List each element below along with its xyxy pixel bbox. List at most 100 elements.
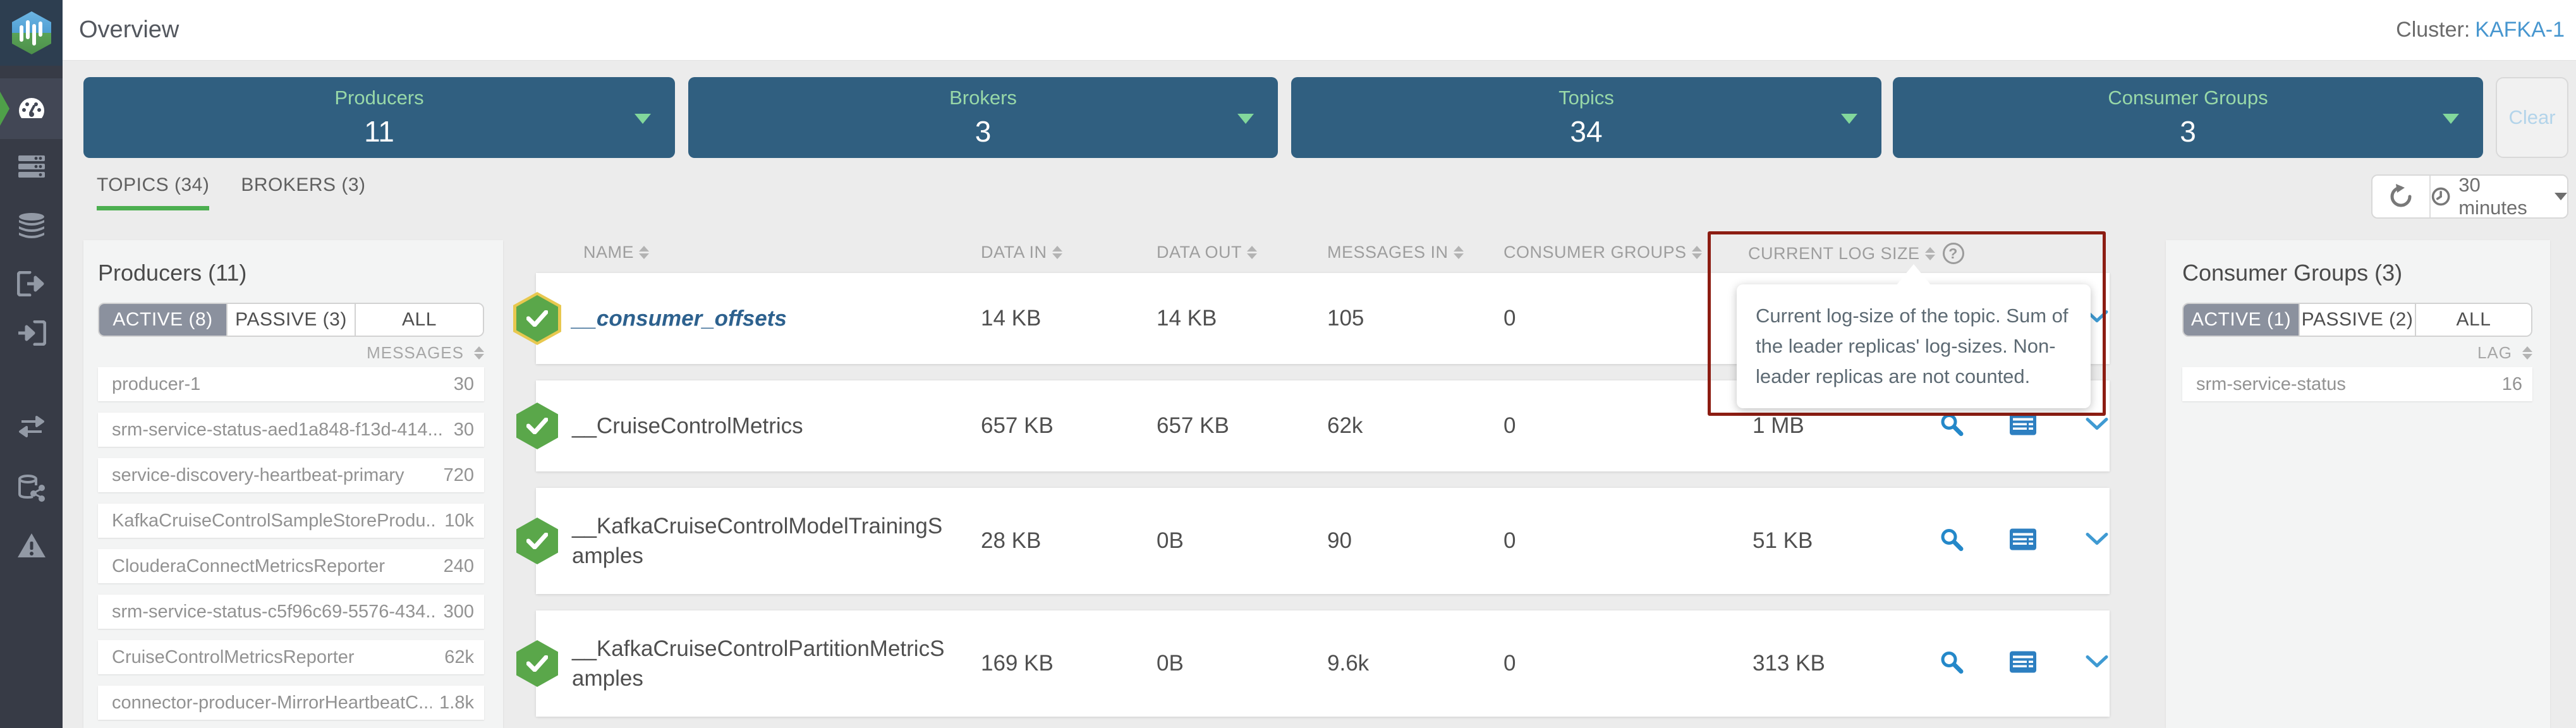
producer-message-count: 30 [453,419,474,440]
sort-icon [1691,246,1702,259]
producer-list-item[interactable]: srm-service-status-c5f96c69-5576-434... … [98,595,484,629]
lag-column-label: LAG [2477,343,2512,362]
data-out-value: 0B [1157,528,1184,553]
column-header-messages-in[interactable]: MESSAGES IN [1327,243,1464,262]
sort-icon [474,346,484,360]
sidebar-item-overview[interactable] [0,78,63,139]
messages-column-header[interactable]: MESSAGES [98,343,484,363]
log-size-tooltip: Current log-size of the topic. Sum of th… [1737,264,2091,408]
column-header-data-in[interactable]: DATA IN [981,243,1062,262]
producer-name: srm-service-status-c5f96c69-5576-434... [112,601,436,622]
sidebar-item-producers[interactable] [0,253,63,314]
column-header-current-log-size[interactable]: CURRENT LOG SIZE ? [1748,243,1964,264]
consumer-groups-value: 0 [1504,306,1516,331]
chevron-down-icon [2443,114,2459,124]
topics-database-icon [18,213,44,238]
data-in-value: 14 KB [981,306,1042,331]
producers-filter-active[interactable]: ACTIVE (8) [99,304,228,336]
producer-list-item[interactable]: producer-1 30 [98,367,484,401]
topic-name[interactable]: __KafkaCruiseControlModelTrainingSamples [572,513,943,568]
producers-panel-title: Producers (11) [98,260,247,286]
producer-message-count: 300 [443,601,474,622]
sidebar-item-alerts[interactable] [0,515,63,576]
producer-name: srm-service-status-aed1a848-f13d-414... [112,419,443,440]
topic-profile-table-icon[interactable] [2010,528,2036,554]
topic-name[interactable]: __KafkaCruiseControlPartitionMetricSampl… [572,636,945,691]
sort-icon [639,246,650,259]
chevron-down-icon [635,114,651,124]
tab-brokers[interactable]: BROKERS (3) [241,174,366,195]
producer-name: producer-1 [112,373,201,394]
sidebar-item-topics[interactable] [0,195,63,256]
help-icon[interactable]: ? [1942,243,1964,264]
log-size-value: 1 MB [1753,413,1804,438]
producers-filter-all[interactable]: ALL [356,304,483,336]
consumer-groups-panel-title: Consumer Groups (3) [2182,260,2403,286]
healthy-check-icon [516,640,558,687]
consumer-group-list-item[interactable]: srm-service-status 16 [2182,367,2532,401]
sort-icon [2522,346,2532,360]
producers-list: producer-1 30 srm-service-status-aed1a84… [98,367,484,720]
data-explorer-search-icon[interactable] [1939,650,1964,678]
chevron-down-icon [1237,114,1254,124]
sidebar-item-brokers[interactable] [0,136,63,197]
column-header-consumer-groups[interactable]: CONSUMER GROUPS [1504,243,1702,262]
producer-list-item[interactable]: service-discovery-heartbeat-primary 720 [98,458,484,492]
sort-icon [1453,246,1464,259]
time-range-label: 30 minutes [2458,174,2527,219]
sidebar-item-replications[interactable] [0,396,63,457]
consumer-groups-state-filter: ACTIVE (1) PASSIVE (2) ALL [2182,303,2532,337]
tooltip-text: Current log-size of the topic. Sum of th… [1756,305,2069,387]
tab-topics[interactable]: TOPICS (34) [97,174,210,210]
data-in-value: 657 KB [981,413,1054,438]
producer-message-count: 30 [453,373,474,394]
producer-list-item[interactable]: CruiseControlMetricsReporter 62k [98,640,484,674]
producers-filter-card[interactable]: Producers 11 [83,77,675,158]
producer-list-item[interactable]: connector-producer-MirrorHeartbeatC... 1… [98,686,484,720]
card-label: Consumer Groups [2108,87,2268,109]
log-size-value: 51 KB [1753,528,1813,553]
producer-list-item[interactable]: ClouderaConnectMetricsReporter 240 [98,549,484,583]
sort-icon [1924,246,1935,260]
consumers-filter-all[interactable]: ALL [2416,304,2531,336]
column-header-data-out[interactable]: DATA OUT [1157,243,1258,262]
topic-profile-table-icon[interactable] [2010,413,2036,439]
producer-name: connector-producer-MirrorHeartbeatC... [112,692,432,713]
expand-chevron-icon[interactable] [2086,533,2108,550]
chevron-down-icon [2555,193,2567,200]
app-logo [0,0,63,66]
topic-profile-table-icon[interactable] [2010,651,2036,676]
top-bar: Overview Cluster: KAFKA-1 [63,0,2576,61]
topic-name[interactable]: __CruiseControlMetrics [572,413,803,439]
data-explorer-icon [18,475,45,502]
data-explorer-search-icon[interactable] [1939,412,1964,440]
producer-list-item[interactable]: srm-service-status-aed1a848-f13d-414... … [98,413,484,447]
clear-filters-button[interactable]: Clear [2496,77,2568,158]
data-out-value: 14 KB [1157,306,1217,331]
data-explorer-search-icon[interactable] [1939,527,1964,555]
sidebar-item-data-explorer[interactable] [0,458,63,518]
data-in-value: 28 KB [981,528,1042,553]
card-label: Producers [334,87,424,109]
time-range-dropdown[interactable]: 30 minutes [2431,176,2567,217]
producers-filter-passive[interactable]: PASSIVE (3) [228,304,356,336]
lag-column-header[interactable]: LAG [2182,343,2532,363]
cluster-selector[interactable]: Cluster: KAFKA-1 [2396,18,2565,42]
expand-chevron-icon[interactable] [2086,418,2108,435]
consumer-groups-value: 0 [1504,528,1516,553]
brokers-filter-card[interactable]: Brokers 3 [688,77,1278,158]
page-title: Overview [79,16,179,43]
column-header-name[interactable]: NAME [583,243,650,262]
sort-icon [1052,246,1062,259]
topic-name-link[interactable]: __consumer_offsets [572,306,787,331]
producer-list-item[interactable]: KafkaCruiseControlSampleStoreProdu... 10… [98,504,484,538]
consumers-filter-passive[interactable]: PASSIVE (2) [2300,304,2416,336]
sidebar-item-consumer-groups[interactable] [0,303,63,363]
consumers-arrow-in-icon [18,320,46,346]
topics-filter-card[interactable]: Topics 34 [1291,77,1881,158]
refresh-button[interactable] [2372,176,2431,217]
consumers-filter-active[interactable]: ACTIVE (1) [2184,304,2300,336]
consumer-groups-filter-card[interactable]: Consumer Groups 3 [1893,77,2483,158]
expand-chevron-icon[interactable] [2086,655,2108,672]
brokers-rack-icon [18,155,45,178]
